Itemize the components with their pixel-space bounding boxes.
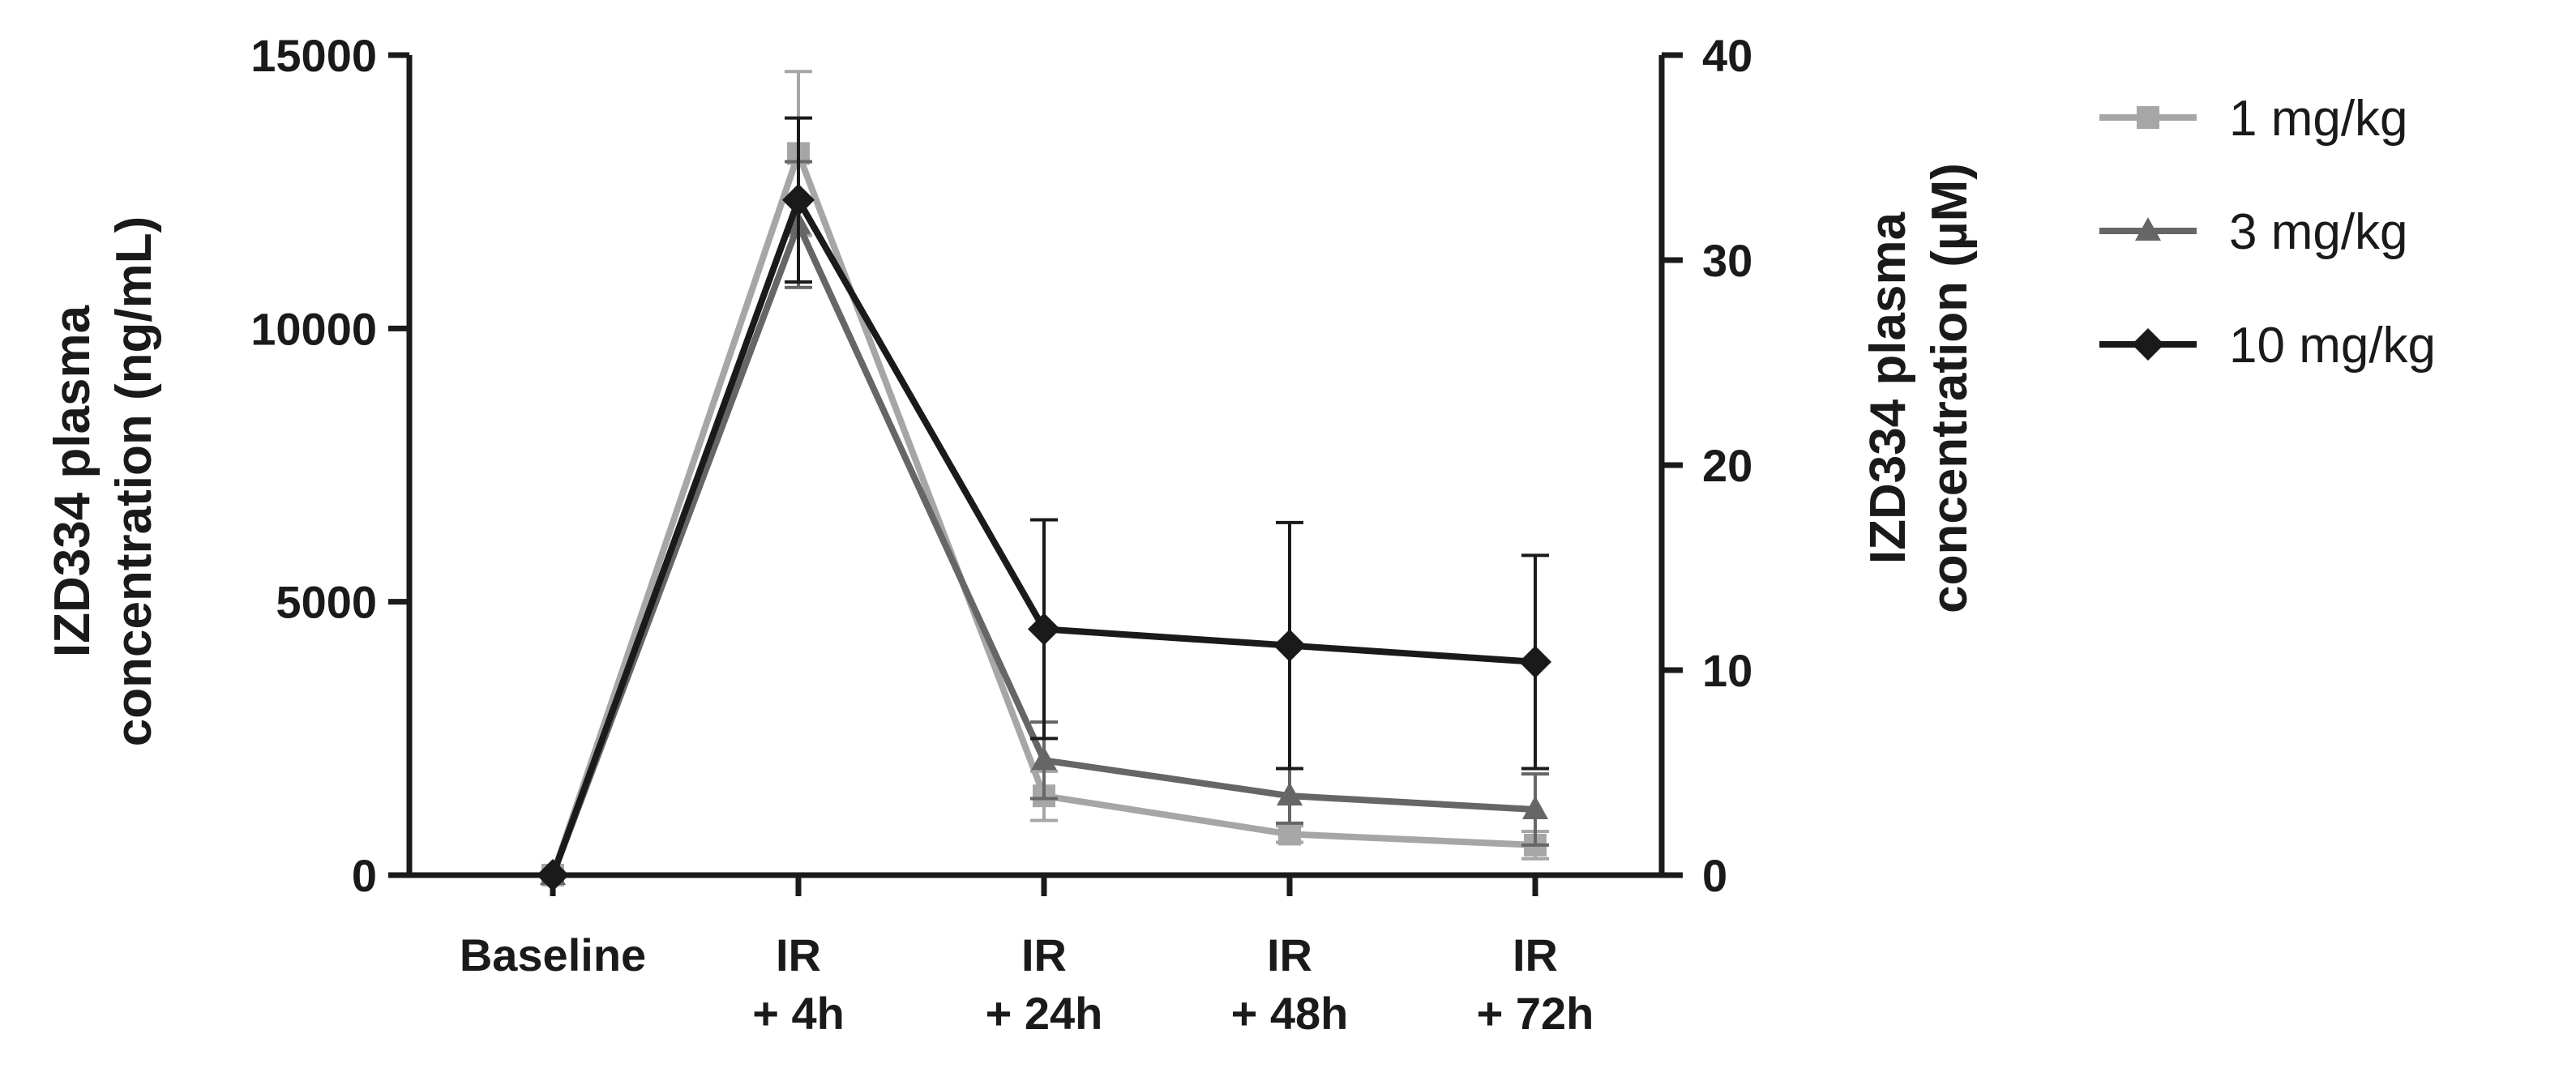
x-tick-label-line: Baseline: [460, 929, 646, 980]
y-axis-title-left-line: concentration (ng/mL): [106, 216, 162, 746]
y-tick-label-right: 30: [1702, 235, 1752, 286]
x-tick-label-line: + 24h: [986, 988, 1103, 1039]
x-tick-label-line: + 4h: [752, 988, 845, 1039]
y-tick-label-left: 5000: [276, 577, 377, 628]
x-tick-label-line: + 48h: [1231, 988, 1349, 1039]
legend-swatch-marker: [2135, 217, 2161, 241]
x-tick-label-line: IR: [1267, 929, 1312, 980]
series-10-mg-kg: [537, 116, 1551, 891]
y-tick-label-right: 40: [1702, 30, 1752, 81]
x-tick-label: IR + 4h: [752, 929, 845, 1039]
legend: 1 mg/kg 3 mg/kg 10 mg/kg: [2099, 91, 2436, 374]
legend-item: 3 mg/kg: [2099, 204, 2408, 260]
data-point: [1028, 613, 1060, 646]
legend-swatch-marker: [2132, 328, 2164, 361]
y-tick-label-right: 10: [1702, 645, 1752, 696]
legend-label: 10 mg/kg: [2229, 318, 2436, 374]
x-tick-label: Baseline: [460, 929, 646, 980]
y-axis-title-right-line: IZD334 plasma: [1860, 211, 1916, 564]
y-tick-label-left: 0: [352, 850, 377, 901]
y-tick-label-right: 0: [1702, 850, 1727, 901]
x-tick-label-line: IR: [1021, 929, 1067, 980]
x-tick-label-line: IR: [1513, 929, 1558, 980]
series-layer: [537, 70, 1551, 891]
legend-label: 3 mg/kg: [2229, 204, 2408, 260]
y-tick-label-right: 20: [1702, 440, 1752, 491]
x-tick-label-line: IR: [776, 929, 821, 980]
y-axis-title-left-line: IZD334 plasma: [45, 305, 101, 657]
y-tick-label-left: 15000: [250, 30, 377, 81]
data-point: [1277, 782, 1303, 806]
data-point: [537, 859, 569, 891]
legend-item: 10 mg/kg: [2099, 318, 2436, 374]
legend-label: 1 mg/kg: [2229, 91, 2408, 147]
x-tick-label-line: + 72h: [1477, 988, 1594, 1039]
data-point: [1522, 796, 1548, 820]
data-point: [1031, 746, 1057, 771]
y-axis-title-right-line: concentration (µM): [1922, 163, 1978, 613]
y-axis-title-left: IZD334 plasma concentration (ng/mL): [45, 216, 162, 746]
x-tick-label: IR + 72h: [1477, 929, 1594, 1039]
data-point: [1278, 822, 1301, 846]
x-tick-label: IR + 48h: [1231, 929, 1349, 1039]
data-point: [1519, 645, 1551, 678]
data-point: [1273, 629, 1306, 662]
data-point: [782, 183, 815, 216]
legend-item: 1 mg/kg: [2099, 91, 2408, 147]
y-axis-title-right: IZD334 plasma concentration (µM): [1860, 163, 1978, 613]
legend-swatch-marker: [2137, 106, 2159, 129]
x-tick-label: IR + 24h: [986, 929, 1103, 1039]
y-tick-label-left: 10000: [250, 303, 377, 354]
